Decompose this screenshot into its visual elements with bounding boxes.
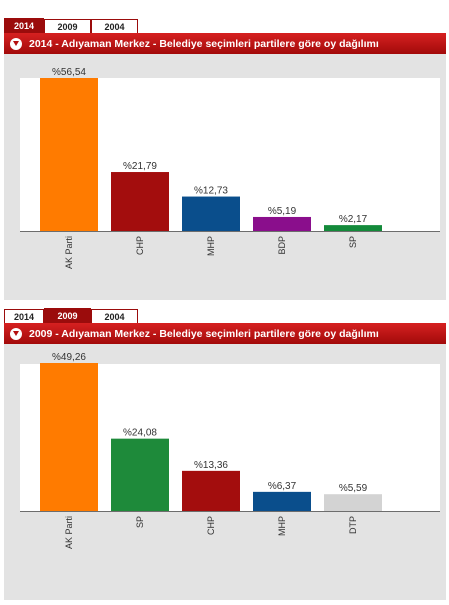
data-label: %5,59 (339, 483, 368, 494)
data-label: %49,26 (52, 352, 86, 363)
data-label: %56,54 (52, 67, 86, 78)
data-label: %12,73 (194, 186, 228, 197)
bar-chart-2009: %49,26 AK Parti %24,08 SP %13,36 CHP %6,37 MHP%… (20, 352, 440, 549)
data-label: %24,08 (123, 428, 157, 439)
year-tabs: 2014 2009 2004 (4, 18, 138, 33)
category-tick-label: SP (348, 236, 358, 248)
data-label: %21,79 (123, 161, 157, 172)
chart-area: %49,26 AK Parti %24,08 SP %13,36 CHP %6,37 MHP%… (4, 344, 446, 600)
category-tick-label: DTP (348, 516, 358, 534)
category-tick-label: MHP (206, 236, 216, 256)
year-tabs: 2014 2009 2004 (4, 308, 138, 323)
chart-title: 2014 - Adıyaman Merkez - Belediye seçiml… (29, 37, 379, 50)
category-tick-label: AK Parti (64, 236, 74, 269)
data-label: %13,36 (194, 460, 228, 471)
category-tick-label: SP (135, 516, 145, 528)
bar-chart-2014: %56,54 AK Parti %21,79 CHP %12,73 MHP %5,19 BDP… (20, 67, 440, 269)
chart-title: 2009 - Adıyaman Merkez - Belediye seçiml… (29, 327, 379, 340)
chart-header: 2009 - Adıyaman Merkez - Belediye seçiml… (4, 323, 446, 344)
tab-2004[interactable]: 2004 (91, 19, 138, 33)
chart-area: %56,54 AK Parti %21,79 CHP %12,73 MHP %5,19 BDP… (4, 54, 446, 300)
bar[interactable] (111, 172, 169, 231)
category-tick-label: CHP (135, 236, 145, 255)
tab-2014[interactable]: 2014 (4, 18, 44, 33)
category-tick-label: CHP (206, 516, 216, 535)
bar[interactable] (182, 196, 240, 231)
bar[interactable] (253, 216, 311, 231)
category-tick-label: MHP (277, 516, 287, 536)
bar[interactable] (40, 78, 98, 231)
tab-2004[interactable]: 2004 (91, 309, 138, 323)
bar[interactable] (324, 494, 382, 511)
tab-2009[interactable]: 2009 (44, 308, 91, 323)
tab-2009[interactable]: 2009 (44, 19, 91, 33)
category-tick-label: AK Parti (64, 516, 74, 549)
info-circle-icon (10, 327, 22, 340)
data-label: %2,17 (339, 214, 368, 225)
info-circle-icon (10, 37, 22, 50)
bar[interactable] (40, 363, 98, 511)
category-tick-label: BDP (277, 236, 287, 255)
tab-2014[interactable]: 2014 (4, 309, 44, 323)
bar[interactable] (253, 491, 311, 511)
data-label: %5,19 (268, 206, 297, 217)
data-label: %6,37 (268, 481, 297, 492)
bar[interactable] (111, 438, 169, 511)
chart-header: 2014 - Adıyaman Merkez - Belediye seçiml… (4, 33, 446, 54)
bar[interactable] (182, 470, 240, 511)
bar[interactable] (324, 225, 382, 231)
